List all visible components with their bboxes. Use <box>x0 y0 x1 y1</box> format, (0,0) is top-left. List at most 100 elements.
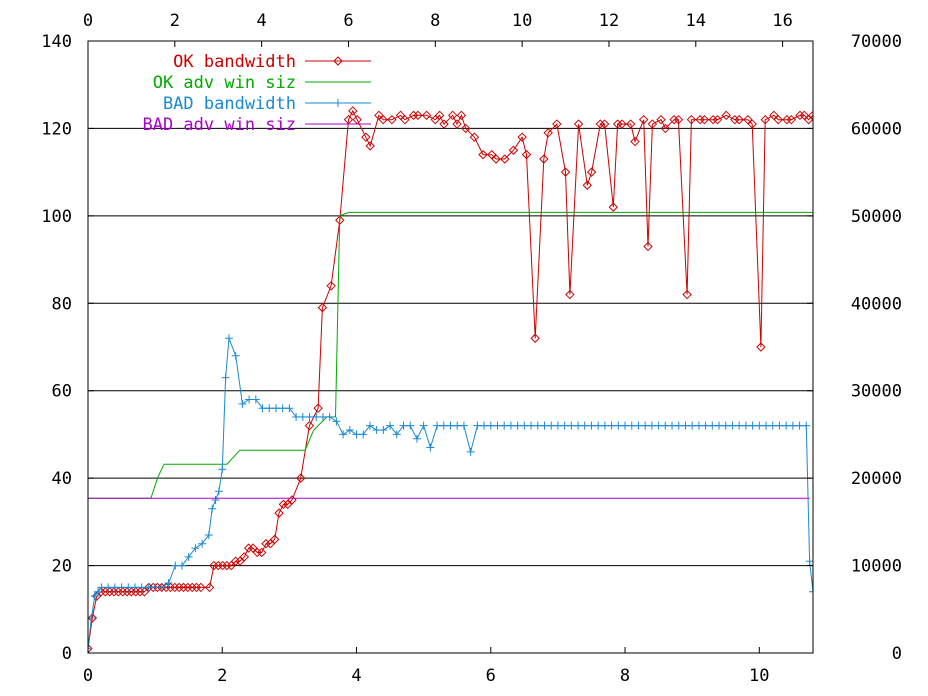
ok-bandwidth-point <box>795 110 805 121</box>
ok-bandwidth-point <box>430 114 441 125</box>
ok-bandwidth-point <box>734 114 744 125</box>
top-tick-label: 2 <box>170 11 180 31</box>
top-tick-label: 0 <box>83 11 93 31</box>
left-tick-label: 120 <box>41 119 72 139</box>
bad-bandwidth-point <box>688 421 697 430</box>
ok-bandwidth-point <box>413 110 423 121</box>
ok-bandwidth-point <box>269 534 280 545</box>
ok-bandwidth-point <box>782 114 792 125</box>
ok-bandwidth-point <box>88 643 93 653</box>
bad-bandwidth-point <box>627 421 636 430</box>
right-tick-label: 10000 <box>851 557 902 577</box>
ok-bandwidth-point <box>456 110 467 121</box>
ok-bandwidth-point <box>560 167 571 177</box>
grid-lines <box>88 127 813 567</box>
bad-bandwidth-point <box>540 421 549 430</box>
bad-bandwidth-point <box>137 583 146 592</box>
top-tick-label: 4 <box>257 11 267 31</box>
ok-bandwidth-point <box>217 560 228 571</box>
bad-bandwidth-point <box>453 421 462 430</box>
right-tick-label: 20000 <box>851 469 902 489</box>
bad-bandwidth-point <box>527 421 536 430</box>
bad-bandwidth-point <box>386 421 395 430</box>
ok-bandwidth-point <box>122 587 132 597</box>
ok-bandwidth-point <box>586 167 597 177</box>
bad-bandwidth-point <box>553 421 562 430</box>
bad-bandwidth-point <box>419 421 428 430</box>
bad-bandwidth-point <box>708 421 717 430</box>
ok-bandwidth-point <box>608 202 619 212</box>
bad-bandwidth-point <box>412 434 421 443</box>
bad-bandwidth-point <box>473 421 482 430</box>
ok-bandwidth-point <box>743 114 753 125</box>
ok-bandwidth-point <box>595 119 605 129</box>
ok-bandwidth-point <box>803 114 813 125</box>
bad-bandwidth-point <box>130 583 139 592</box>
bad-bandwidth-point <box>614 421 623 430</box>
bad-bandwidth-point <box>741 421 750 430</box>
ok-bandwidth-point <box>226 560 236 571</box>
bad-bandwidth-point <box>305 412 314 421</box>
ok-bandwidth-point <box>695 114 705 125</box>
ok-bandwidth-point <box>487 149 497 160</box>
bad-bandwidth-point <box>788 421 797 430</box>
bad-bandwidth-point <box>600 421 609 430</box>
bad-bandwidth-point <box>124 583 133 592</box>
bad-bandwidth-point <box>339 430 348 439</box>
ok-bandwidth-point <box>656 114 666 125</box>
bad-bandwidth-point <box>621 421 630 430</box>
bad-bandwidth-point <box>668 421 677 430</box>
right-tick-label: 70000 <box>851 32 902 52</box>
bad-bandwidth-point <box>594 421 603 430</box>
ok-bandwidth-point <box>387 114 397 125</box>
bad-bandwidth-point <box>439 421 448 430</box>
ok-bandwidth-point <box>747 119 757 129</box>
ok-bandwidth-point <box>113 587 124 597</box>
bad-bandwidth-point <box>345 426 354 435</box>
ok-bandwidth-point <box>647 119 658 129</box>
ok-bandwidth-point <box>799 110 810 121</box>
bad-bandwidth-point <box>218 465 227 474</box>
bad-bandwidth-point <box>775 421 784 430</box>
bad-bandwidth-point <box>762 421 771 430</box>
bad-bandwidth-point <box>399 421 408 430</box>
ok-bandwidth-point <box>326 281 336 291</box>
bad-bandwidth-point <box>641 421 650 430</box>
ok-bandwidth-point <box>361 132 371 142</box>
bad-bandwidth-point <box>97 583 106 592</box>
bad-bandwidth-series <box>88 334 813 653</box>
ok-bandwidth-point <box>521 149 532 160</box>
ok-bandwidth-point <box>109 587 119 597</box>
bad-bandwidth-point <box>94 587 103 596</box>
ok-bandwidth-point <box>256 547 267 558</box>
ok-bandwidth-point <box>408 110 419 121</box>
ok-bandwidth-point <box>682 289 692 300</box>
bad-bandwidth-point <box>104 583 113 592</box>
ok-bandwidth-series <box>88 106 813 653</box>
ok-bandwidth-point <box>235 556 245 566</box>
ok-bandwidth-point <box>565 289 575 300</box>
bad-bandwidth-point <box>88 644 92 653</box>
ok-bandwidth-point <box>478 149 488 160</box>
right-tick-label: 40000 <box>851 294 902 314</box>
left-tick-label: 80 <box>52 294 72 314</box>
ok-bandwidth-point <box>582 180 592 190</box>
bad-bandwidth-point <box>701 421 710 430</box>
ok-bandwidth-point <box>708 114 718 125</box>
bad-bandwidth-point <box>607 421 616 430</box>
bad-bandwidth-point <box>809 587 813 596</box>
ok-bandwidth-point <box>248 543 258 553</box>
bad-bandwidth-legend-marker <box>334 99 342 107</box>
ok-bandwidth-point <box>630 136 640 147</box>
bad-bandwidth-point <box>520 421 529 430</box>
bad-bandwidth-point <box>372 426 381 435</box>
bad-bandwidth-point <box>466 447 475 456</box>
bad-bandwidth-point <box>560 421 569 430</box>
ok-bandwidth-point <box>612 119 623 129</box>
ok-bandwidth-point <box>304 420 315 431</box>
bad-bandwidth-point <box>231 351 240 360</box>
ok-adv-win-siz-series <box>88 211 813 499</box>
ok-bandwidth-legend-label: OK bandwidth <box>173 52 296 72</box>
